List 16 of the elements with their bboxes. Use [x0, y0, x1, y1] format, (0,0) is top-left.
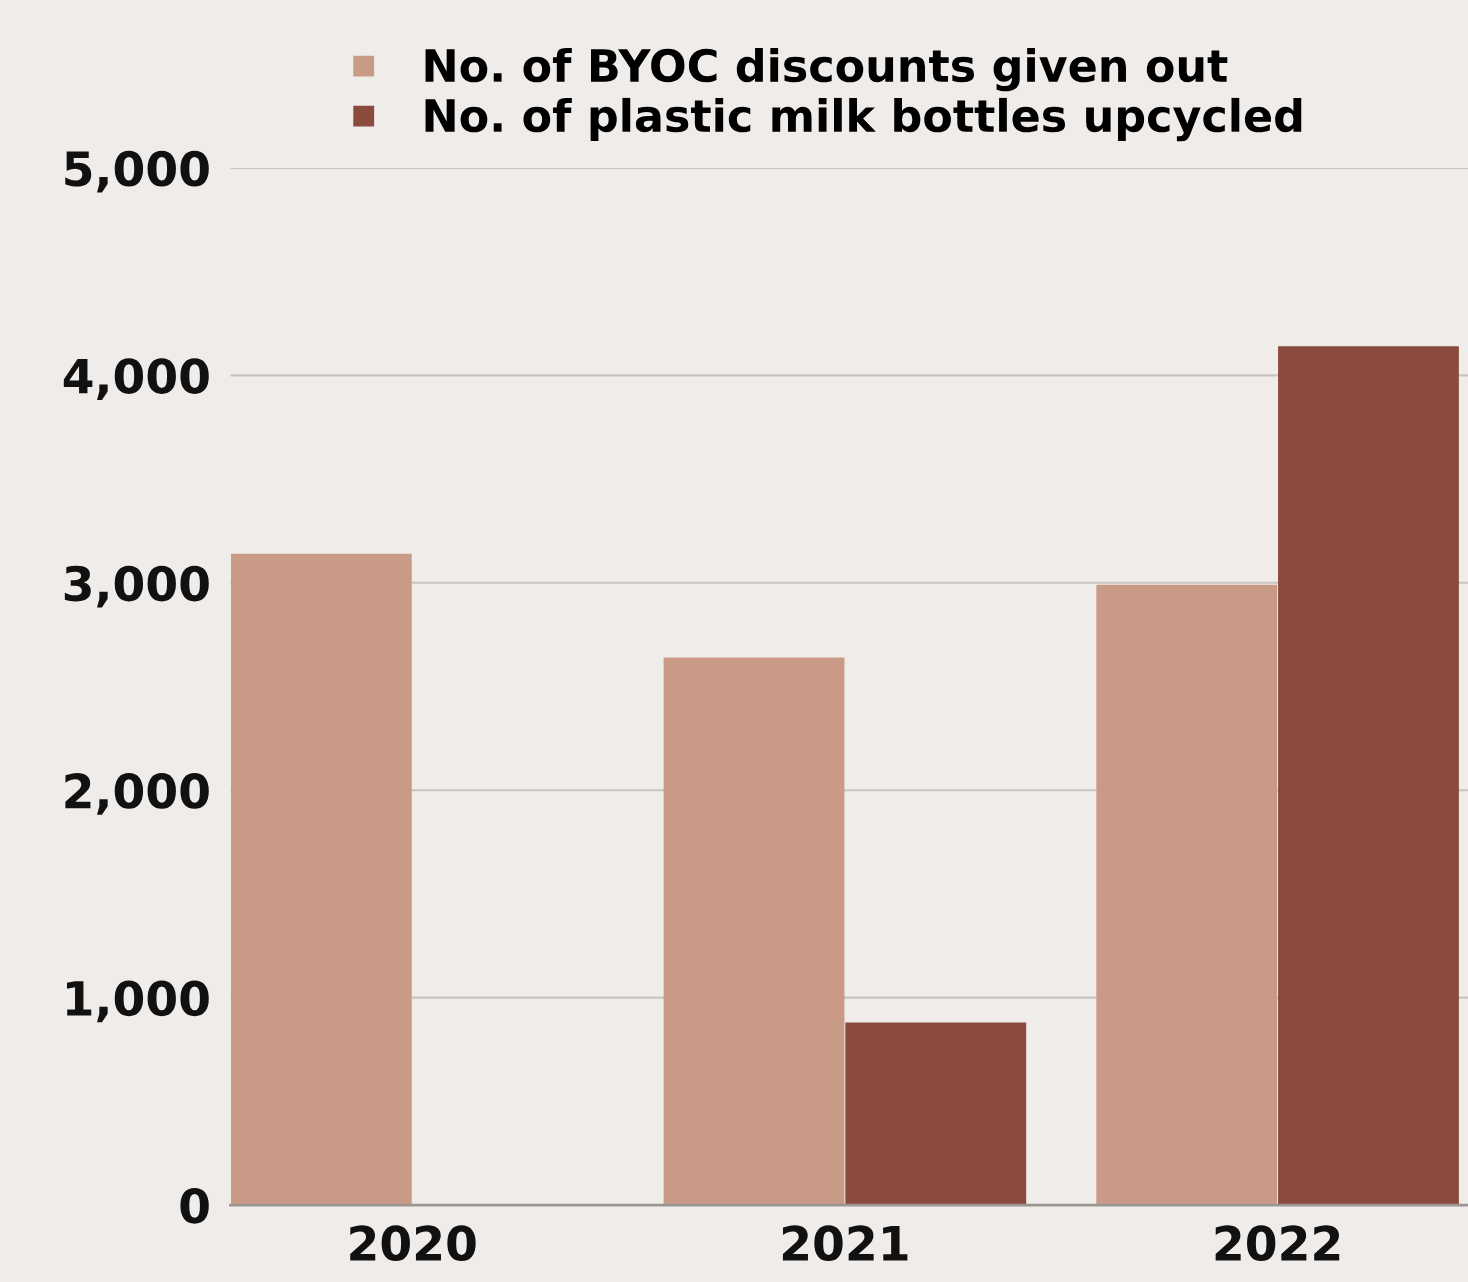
- y-tick-label: 5,000: [65, 150, 209, 193]
- y-tick-label: 4,000: [63, 358, 209, 401]
- legend-label: No. of BYOC discounts given out: [425, 47, 1228, 92]
- x-tick-label: 2020: [350, 1225, 476, 1262]
- y-tick-label: 2,000: [65, 773, 209, 815]
- x-tick-label: 2022: [1215, 1225, 1340, 1262]
- y-tick-label: 0: [180, 1187, 209, 1224]
- bar: [230, 553, 412, 1206]
- y-tick-label: 1,000: [67, 980, 209, 1023]
- legend-label: No. of plastic milk bottles upcycled: [425, 97, 1302, 142]
- x-tick-label: 2021: [782, 1225, 908, 1262]
- bar: [1096, 584, 1278, 1206]
- y-tick-label: 3,000: [64, 565, 209, 608]
- bar: [845, 1022, 1027, 1206]
- bar: [1278, 346, 1459, 1206]
- bar: [663, 657, 845, 1206]
